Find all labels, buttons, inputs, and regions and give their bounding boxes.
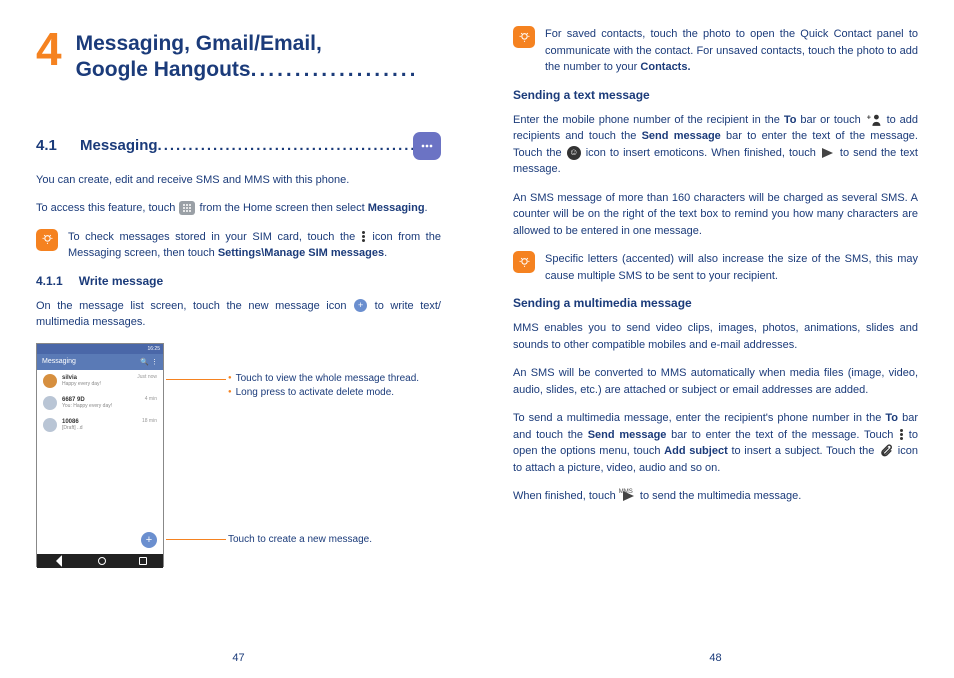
write-pre: On the message list screen, touch the ne… xyxy=(36,300,347,312)
callout-line-1 xyxy=(166,379,226,380)
chapter-number: 4 xyxy=(36,26,62,72)
send-msg-bold-1: Send message xyxy=(642,130,721,142)
tip-sim-text: To check messages stored in your SIM car… xyxy=(68,229,441,262)
tp1-pre: Enter the mobile phone number of the rec… xyxy=(513,114,780,126)
section-4-1-dots: ........................................… xyxy=(158,137,413,154)
chapter-dots: ................... xyxy=(251,58,419,81)
tip-accent-text: Specific letters (accented) will also in… xyxy=(545,251,918,284)
chapter-title-line1: Messaging, Gmail/Email, xyxy=(76,32,322,55)
chapter-title-line2: Google Hangouts xyxy=(76,58,251,81)
compose-icon: + xyxy=(354,299,367,312)
callout-1a: Touch to view the whole message thread. xyxy=(236,373,419,384)
lightbulb-icon xyxy=(513,251,535,273)
mms-p3-mid4: to insert a subject. Touch the xyxy=(731,445,874,457)
phone-status-time: 16:25 xyxy=(37,344,163,354)
section-4-1-row: 4.1 Messaging...........................… xyxy=(36,132,441,160)
phone-fab: + xyxy=(141,532,157,548)
mms-p3-pre: To send a multimedia message, enter the … xyxy=(513,412,881,424)
page-number-right: 48 xyxy=(477,652,954,664)
callout-2: Touch to create a new message. xyxy=(228,533,372,547)
lightbulb-icon xyxy=(36,229,58,251)
heading-text-message: Sending a text message xyxy=(513,88,918,102)
page-number-left: 47 xyxy=(0,652,477,664)
phone-mock: 16:25 Messaging 🔍 ⋮ silviaHappy every da… xyxy=(36,343,164,567)
write-message-text: On the message list screen, touch the ne… xyxy=(36,298,441,331)
mms-finish: When finished, touch MMS to send the mul… xyxy=(513,488,918,505)
tip-saved-text: For saved contacts, touch the photo to o… xyxy=(545,26,918,76)
section-4-1-title-text: Messaging xyxy=(80,137,158,154)
section-4-1-number: 4.1 xyxy=(36,137,80,154)
phone-thread-item: 10086[Draft] ..d 18 min xyxy=(37,414,163,436)
attach-icon xyxy=(879,444,893,458)
tip-sim-messages: To check messages stored in your SIM car… xyxy=(36,229,441,262)
phone-thread-item: 6687 9DYou: Happy every day! 4 min xyxy=(37,392,163,414)
tp1-mid4: icon to insert emoticons. When finished,… xyxy=(586,147,816,159)
mms-label: MMS xyxy=(619,489,633,495)
tip-saved-bold: Contacts. xyxy=(640,61,690,73)
section-4-1-title: Messaging...............................… xyxy=(80,137,413,154)
access-bold: Messaging xyxy=(368,202,425,214)
subsection-4-1-1-row: 4.1.1 Write message xyxy=(36,274,441,288)
phone-mock-area: 16:25 Messaging 🔍 ⋮ silviaHappy every da… xyxy=(36,343,441,567)
subsection-4-1-1-number: 4.1.1 xyxy=(36,274,63,288)
to-bold-2: To xyxy=(885,412,898,424)
chapter-title: Messaging, Gmail/Email, Google Hangouts.… xyxy=(76,31,441,84)
intro-text: You can create, edit and receive SMS and… xyxy=(36,172,441,189)
access-post: from the Home screen then select xyxy=(200,202,365,214)
sms-160-text: An SMS message of more than 160 characte… xyxy=(513,190,918,240)
mms-p3-mid2: bar to enter the text of the message. To… xyxy=(671,429,893,441)
tp1-mid: bar or touch xyxy=(800,114,860,126)
send-icon xyxy=(821,146,835,160)
to-bold-1: To xyxy=(784,114,797,126)
callout-2-text: Touch to create a new message. xyxy=(228,534,372,545)
lightbulb-icon xyxy=(513,26,535,48)
add-subject-bold: Add subject xyxy=(664,445,728,457)
page-left: 4 Messaging, Gmail/Email, Google Hangout… xyxy=(0,0,477,678)
tip1-bold: Settings\Manage SIM messages xyxy=(218,247,384,259)
subsection-4-1-1-title: Write message xyxy=(79,274,164,288)
add-recipient-icon: + xyxy=(866,113,882,127)
callout-1: ●Touch to view the whole message thread.… xyxy=(228,372,419,400)
mms-finish-end: to send the multimedia message. xyxy=(640,490,801,502)
more-vert-icon xyxy=(899,428,903,442)
tip-saved-contacts: For saved contacts, touch the photo to o… xyxy=(513,26,918,76)
apps-grid-icon xyxy=(179,201,195,215)
phone-search-icon: 🔍 ⋮ xyxy=(140,358,158,366)
mms-p1: MMS enables you to send video clips, ima… xyxy=(513,320,918,353)
phone-nav-bar xyxy=(37,554,163,568)
tip-accented: Specific letters (accented) will also in… xyxy=(513,251,918,284)
more-vert-icon xyxy=(362,230,366,244)
emoticon-icon: ☺ xyxy=(567,146,581,160)
mms-p3: To send a multimedia message, enter the … xyxy=(513,410,918,476)
mms-p2: An SMS will be converted to MMS automati… xyxy=(513,365,918,398)
tip1-pre: To check messages stored in your SIM car… xyxy=(68,231,355,243)
callout-1b: Long press to activate delete mode. xyxy=(236,387,394,398)
phone-appbar-title: Messaging xyxy=(42,358,76,365)
page-right: For saved contacts, touch the photo to o… xyxy=(477,0,954,678)
tip-saved-pre: For saved contacts, touch the photo to o… xyxy=(545,28,918,73)
phone-status-bar: 16:25 xyxy=(37,344,163,354)
chapter-header: 4 Messaging, Gmail/Email, Google Hangout… xyxy=(36,26,441,84)
phone-body: silviaHappy every day! Just now 6687 9DY… xyxy=(37,370,163,554)
access-pre: To access this feature, touch xyxy=(36,202,175,214)
messaging-app-icon xyxy=(413,132,441,160)
callout-line-2 xyxy=(166,539,226,540)
svg-text:+: + xyxy=(866,113,870,122)
mms-finish-pre: When finished, touch xyxy=(513,490,616,502)
phone-appbar: Messaging 🔍 ⋮ xyxy=(37,354,163,370)
phone-thread-item: silviaHappy every day! Just now xyxy=(37,370,163,392)
send-msg-bold-2: Send message xyxy=(588,429,667,441)
text-message-para: Enter the mobile phone number of the rec… xyxy=(513,112,918,178)
heading-mms: Sending a multimedia message xyxy=(513,296,918,310)
callouts: ●Touch to view the whole message thread.… xyxy=(178,343,441,567)
access-text: To access this feature, touch from the H… xyxy=(36,200,441,217)
